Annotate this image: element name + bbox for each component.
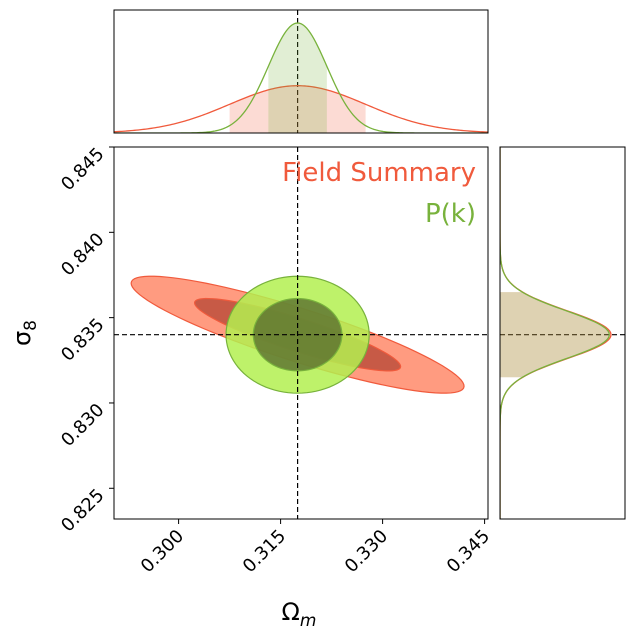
x-tick-label: 0.345: [443, 526, 494, 577]
p-k-sigma-marginal: [500, 147, 610, 519]
right-marginal-frame: [499, 146, 626, 520]
p-k-omega-band: [268, 23, 327, 133]
y-tick-label: 0.835: [57, 314, 108, 365]
joint-panel-frame: [113, 146, 489, 520]
y-tick-label: 0.825: [57, 485, 108, 536]
x-tick-label: 0.300: [137, 526, 188, 577]
y-tick-label: 0.845: [57, 144, 108, 195]
p-k-sigma-band: [500, 292, 610, 378]
legend-entry-field-summary: Field Summary: [282, 158, 476, 188]
x-tick-label: 0.330: [341, 526, 392, 577]
top-marginal-panel: [113, 9, 489, 134]
top-marginal-frame: [113, 9, 489, 134]
y-tick-label: 0.840: [57, 229, 108, 280]
x-axis-ticks: 0.300 0.315 0.330 0.345: [137, 519, 494, 577]
x-tick-label: 0.315: [239, 526, 290, 577]
field-summary-omega-band: [229, 85, 366, 133]
y-axis-ticks: 0.825 0.830 0.835 0.840 0.845: [57, 144, 114, 536]
y-tick-label: 0.830: [57, 400, 108, 451]
field-summary-sigma-band: [500, 292, 611, 378]
joint-panel: 0.300 0.315 0.330 0.345 0.825 0.830 0.835 0.84…: [57, 144, 494, 577]
field-summary-omega-marginal: [114, 85, 488, 133]
x-axis-label: Ωm: [282, 598, 317, 631]
field-summary-sigma-marginal: [500, 147, 612, 519]
y-axis-label: σ8: [8, 320, 41, 346]
right-marginal-panel: [499, 146, 626, 520]
legend-entry-pk: P(k): [425, 199, 476, 229]
